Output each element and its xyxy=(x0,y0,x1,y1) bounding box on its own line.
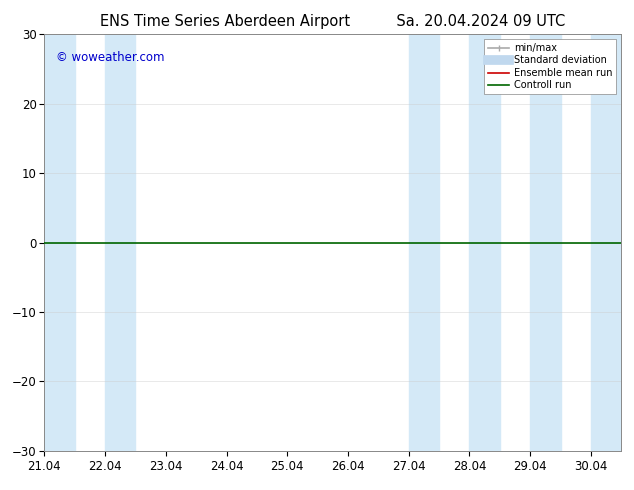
Bar xyxy=(591,34,621,451)
Legend: min/max, Standard deviation, Ensemble mean run, Controll run: min/max, Standard deviation, Ensemble me… xyxy=(484,39,616,94)
Bar xyxy=(470,34,500,451)
Bar xyxy=(409,34,439,451)
Text: © woweather.com: © woweather.com xyxy=(56,51,164,64)
Bar xyxy=(105,34,136,451)
Bar xyxy=(530,34,560,451)
Title: ENS Time Series Aberdeen Airport          Sa. 20.04.2024 09 UTC: ENS Time Series Aberdeen Airport Sa. 20.… xyxy=(100,14,566,29)
Bar xyxy=(44,34,75,451)
